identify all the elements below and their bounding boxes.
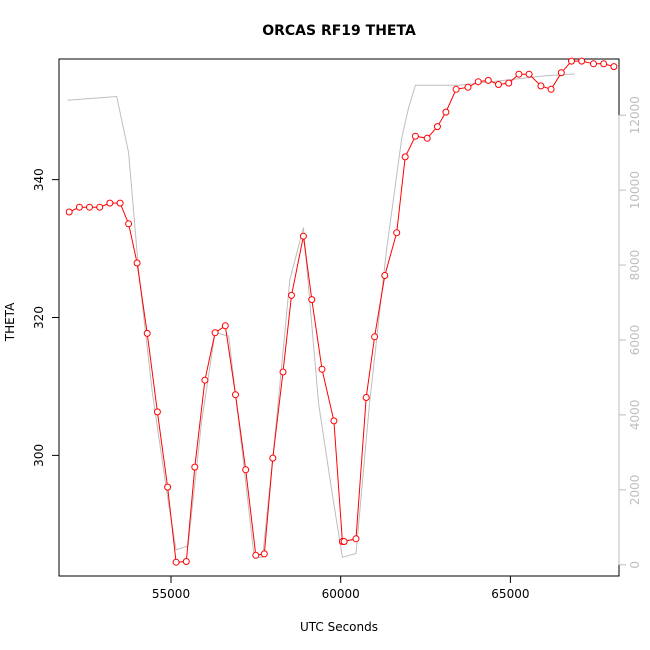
data-point: [610, 63, 618, 71]
data-point: [75, 203, 83, 211]
data-point: [371, 333, 379, 341]
y2-tick-label: 6000: [628, 325, 642, 356]
data-point: [442, 108, 450, 116]
chart-title: ORCAS RF19 THETA: [262, 23, 416, 39]
data-point: [242, 466, 250, 474]
data-point: [464, 83, 472, 91]
y-tick-label: 320: [32, 306, 46, 329]
data-point: [201, 376, 209, 384]
data-point: [352, 535, 360, 543]
data-point: [484, 76, 492, 84]
series-left-line: [68, 60, 615, 563]
data-point: [86, 203, 93, 211]
y2-tick-label: 2000: [628, 475, 642, 506]
data-point: [252, 551, 260, 559]
data-point: [279, 368, 287, 376]
data-point: [590, 60, 597, 68]
y2-tick-label: 4000: [628, 400, 642, 431]
data-point: [423, 134, 431, 142]
data-point: [318, 365, 326, 373]
data-point: [133, 259, 141, 267]
data-point: [568, 57, 575, 65]
y2-tick-label: 0: [628, 561, 642, 569]
data-point: [495, 81, 502, 88]
data-point: [65, 208, 73, 216]
y-tick-label: 300: [32, 444, 46, 467]
data-point: [393, 229, 401, 237]
data-point: [288, 291, 295, 299]
chart-marks: 55000 60000 65000 300 320 340 0 2000 4000 6000 800…: [32, 57, 642, 601]
data-point: [211, 329, 219, 337]
y2-tick-label: 12000: [628, 96, 642, 134]
data-point: [578, 57, 586, 65]
data-point: [381, 272, 389, 279]
data-point: [401, 153, 409, 161]
data-point: [125, 220, 133, 228]
data-point: [269, 454, 277, 462]
series-right-line: [67, 73, 575, 558]
data-point: [557, 69, 565, 77]
data-point: [260, 550, 268, 558]
data-point: [340, 538, 348, 545]
data-point: [221, 322, 229, 330]
data-point: [191, 463, 199, 471]
data-point: [116, 199, 124, 207]
x-tick-label: 55000: [152, 587, 190, 601]
data-point: [232, 391, 239, 399]
data-point: [164, 483, 172, 491]
y2-tick-label: 8000: [628, 250, 642, 281]
data-point: [106, 199, 114, 207]
x-tick-label: 65000: [491, 587, 529, 601]
data-point: [362, 394, 370, 401]
y2-tick-label: 10000: [628, 171, 642, 209]
data-point: [411, 132, 419, 140]
y-axis-label: THETA: [3, 302, 17, 342]
data-point: [308, 296, 316, 304]
data-point: [299, 232, 307, 240]
data-point: [474, 78, 482, 86]
data-point: [330, 417, 338, 425]
data-point: [525, 70, 533, 78]
data-point: [182, 558, 190, 565]
x-axis-label: UTC Seconds: [300, 620, 378, 634]
data-point: [153, 408, 161, 416]
data-point: [600, 60, 608, 68]
data-point: [143, 329, 151, 337]
data-point: [537, 82, 545, 90]
data-point: [547, 85, 555, 93]
data-point: [515, 70, 523, 78]
data-point: [505, 79, 513, 87]
data-point: [96, 203, 104, 211]
x-tick-label: 60000: [322, 587, 360, 601]
data-point: [172, 558, 180, 566]
data-point: [433, 123, 441, 131]
y-tick-label: 340: [32, 168, 46, 191]
data-point: [452, 85, 460, 93]
